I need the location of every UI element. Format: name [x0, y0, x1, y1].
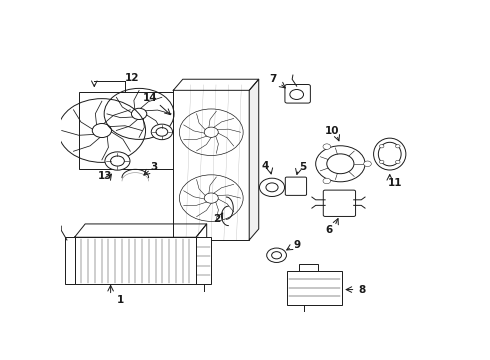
- FancyBboxPatch shape: [285, 177, 307, 195]
- Text: 14: 14: [143, 93, 158, 103]
- Circle shape: [260, 178, 285, 197]
- Circle shape: [267, 248, 287, 262]
- Text: 12: 12: [125, 73, 140, 83]
- Bar: [196, 237, 211, 284]
- Circle shape: [323, 178, 331, 184]
- Circle shape: [379, 145, 384, 148]
- Polygon shape: [249, 79, 259, 240]
- Text: 2: 2: [213, 214, 220, 224]
- Ellipse shape: [373, 138, 406, 170]
- FancyBboxPatch shape: [285, 85, 310, 103]
- Bar: [173, 90, 249, 240]
- Circle shape: [290, 90, 303, 99]
- Circle shape: [156, 128, 168, 136]
- Circle shape: [316, 146, 365, 182]
- Text: 7: 7: [270, 74, 277, 84]
- Circle shape: [105, 152, 130, 170]
- Text: 13: 13: [98, 171, 112, 181]
- Text: 8: 8: [358, 284, 366, 294]
- Circle shape: [327, 154, 354, 174]
- Text: 6: 6: [325, 225, 333, 235]
- Text: 11: 11: [388, 178, 403, 188]
- Text: 4: 4: [262, 161, 269, 171]
- Polygon shape: [173, 79, 259, 90]
- Text: 3: 3: [150, 162, 158, 172]
- Circle shape: [111, 156, 124, 166]
- Bar: [287, 270, 342, 305]
- Circle shape: [151, 124, 172, 140]
- Text: 1: 1: [117, 294, 124, 305]
- Circle shape: [266, 183, 278, 192]
- Circle shape: [364, 161, 371, 167]
- FancyBboxPatch shape: [323, 190, 356, 216]
- Circle shape: [395, 160, 400, 163]
- Text: 10: 10: [325, 126, 339, 135]
- Circle shape: [379, 160, 384, 163]
- Text: 5: 5: [299, 162, 306, 172]
- Ellipse shape: [378, 142, 401, 166]
- Circle shape: [323, 144, 331, 149]
- Circle shape: [395, 145, 400, 148]
- Bar: [65, 237, 74, 284]
- Text: 9: 9: [294, 240, 301, 250]
- Circle shape: [271, 252, 281, 259]
- Bar: [79, 92, 174, 169]
- Bar: [298, 264, 318, 270]
- Bar: [74, 237, 196, 284]
